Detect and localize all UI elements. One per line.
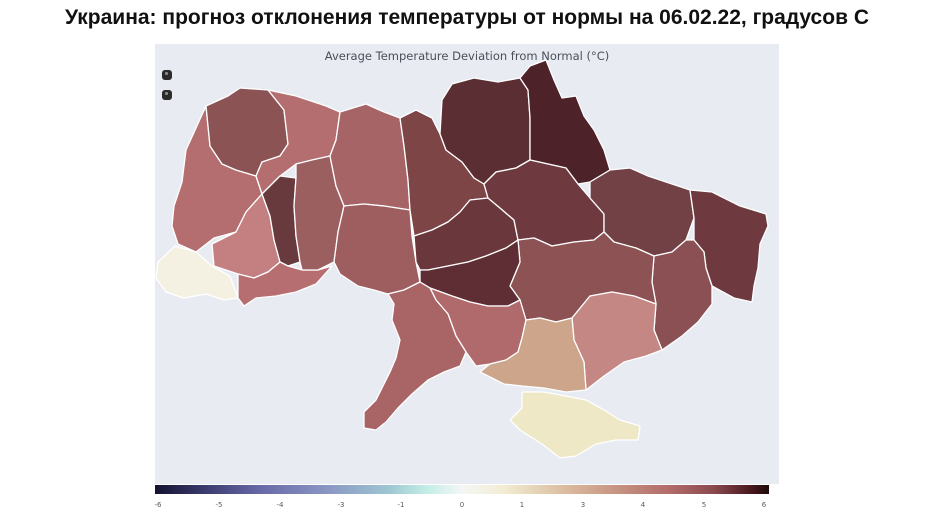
map-title: Average Temperature Deviation from Norma…	[324, 49, 610, 63]
region-kherson[interactable]	[479, 317, 587, 393]
colorbar-tick-label: 4	[640, 501, 646, 509]
colorbar-tick-label: 6	[761, 501, 767, 509]
colorbar-tick-label: 5	[701, 501, 707, 509]
region-vinnytsia[interactable]	[333, 203, 421, 295]
colorbar-tick-label: -3	[337, 501, 345, 509]
colorbar-tick-label: -4	[276, 501, 284, 509]
colorbar-tick-label: -1	[397, 501, 405, 509]
colorbar-tick-label: 1	[519, 501, 525, 509]
colorbar	[155, 485, 769, 494]
region-donetsk[interactable]	[651, 239, 713, 351]
colorbar-tick-label: -5	[215, 501, 223, 509]
region-rivne[interactable]	[255, 89, 341, 195]
colorbar-tick-label: -6	[154, 501, 162, 509]
zoom-in-icon[interactable]	[162, 70, 172, 80]
region-odesa[interactable]	[363, 281, 467, 431]
region-zhytomyr[interactable]	[329, 103, 411, 211]
region-chernivtsi[interactable]	[237, 261, 333, 307]
colorbar-tick-label: 0	[459, 501, 465, 509]
zoom-out-icon[interactable]	[162, 90, 172, 100]
page-title: Украина: прогноз отклонения температуры …	[65, 6, 869, 29]
region-crimea[interactable]	[509, 391, 641, 459]
region-sumy[interactable]	[519, 59, 611, 185]
colorbar-tick-label: 3	[580, 501, 586, 509]
